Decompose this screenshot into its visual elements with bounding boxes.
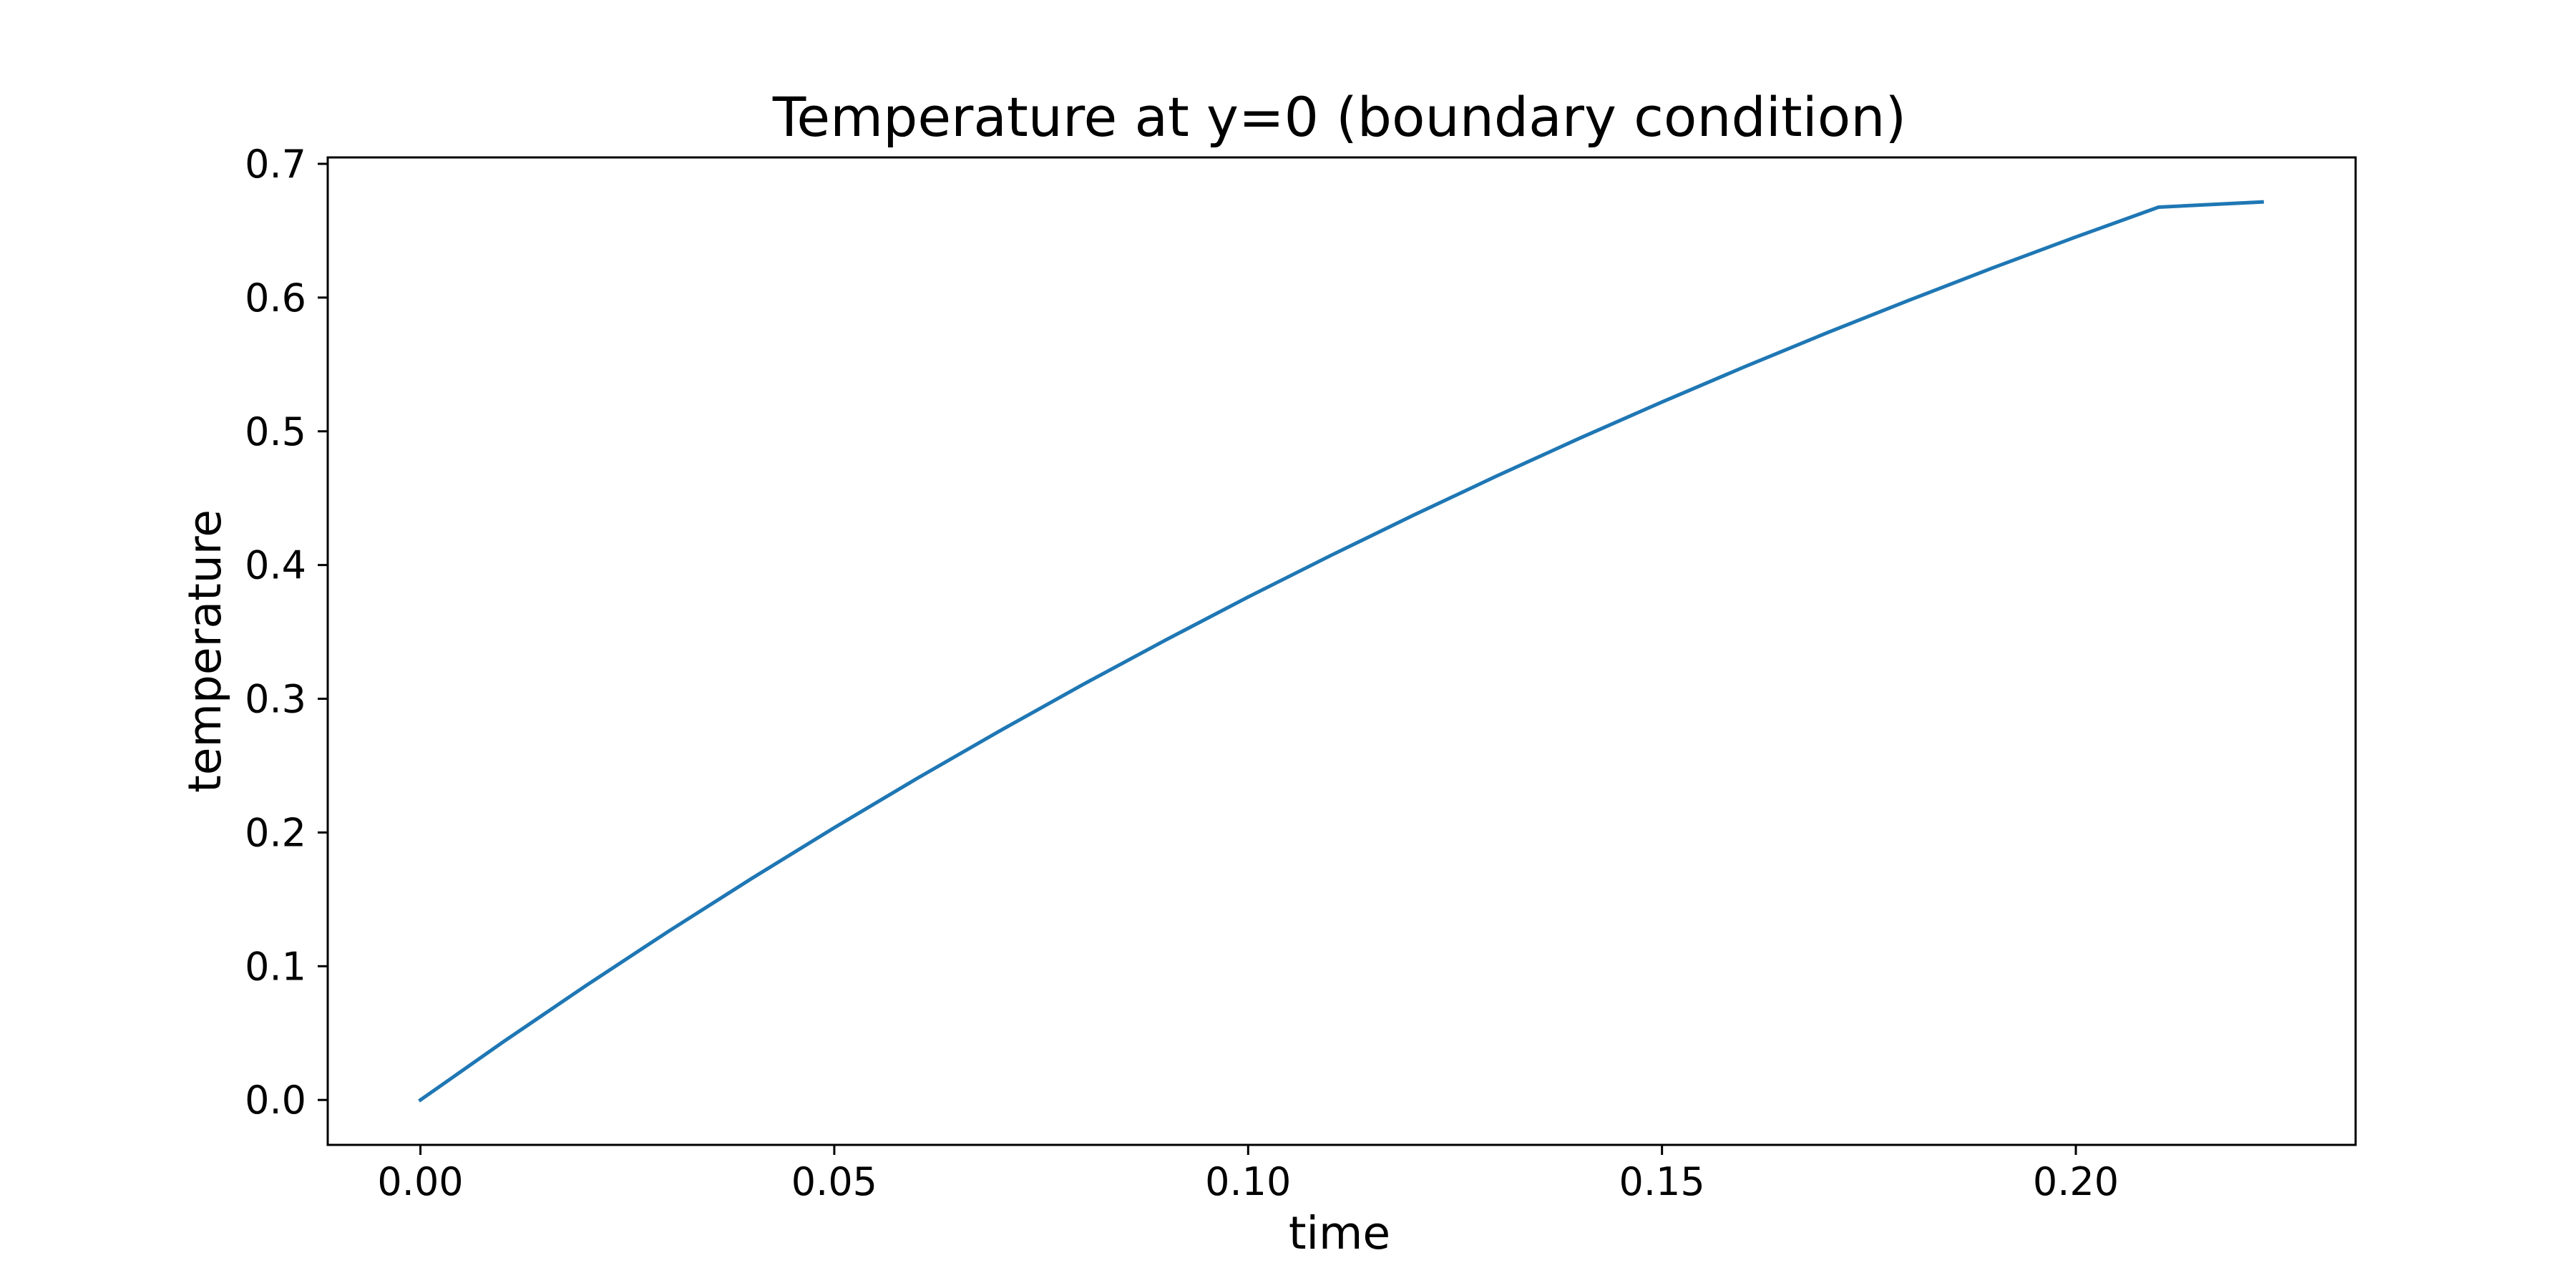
x-tick-label: 0.05 bbox=[791, 1159, 877, 1204]
chart-title: Temperature at y=0 (boundary condition) bbox=[772, 85, 1906, 149]
y-tick-label: 0.6 bbox=[245, 275, 306, 321]
series-line-0 bbox=[418, 200, 2264, 1103]
y-tick-label: 0.7 bbox=[245, 142, 306, 187]
axes-frame bbox=[326, 156, 2357, 1146]
plot-area: 0.00 0.05 0.10 0.15 0.20 0.0 0.1 0.2 0.3 0.4 0.5 0.… bbox=[245, 142, 2357, 1204]
x-tick-label: 0.00 bbox=[377, 1159, 463, 1204]
x-tick-label: 0.20 bbox=[2033, 1159, 2119, 1204]
x-tick-label: 0.10 bbox=[1205, 1159, 1291, 1204]
y-tick-label: 0.4 bbox=[245, 543, 306, 588]
y-tick-label: 0.3 bbox=[245, 677, 306, 722]
y-tick-label: 0.5 bbox=[245, 409, 306, 454]
x-tick-label: 0.15 bbox=[1619, 1159, 1705, 1204]
y-tick-label: 0.0 bbox=[245, 1078, 306, 1123]
y-tick-label: 0.2 bbox=[245, 810, 306, 855]
y-tick-label: 0.1 bbox=[245, 944, 306, 989]
x-axis-label: time bbox=[1289, 1207, 1390, 1259]
y-axis-label: temperature bbox=[179, 509, 231, 793]
